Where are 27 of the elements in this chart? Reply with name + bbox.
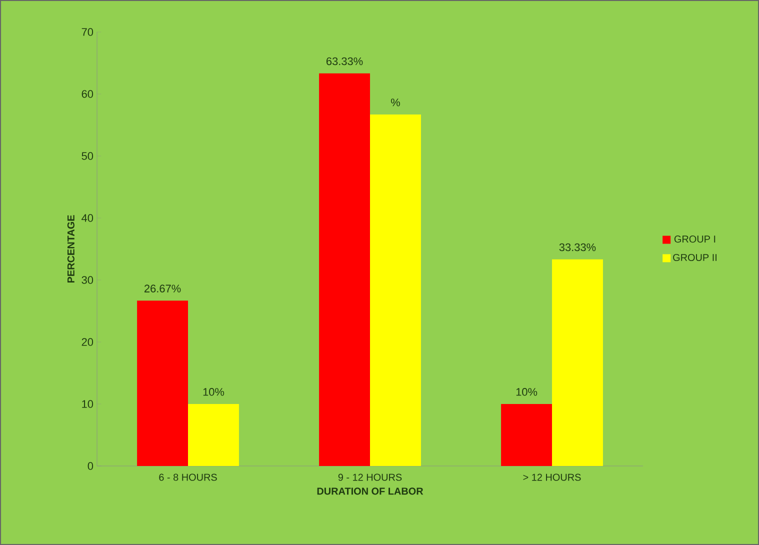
- y-tick-label: 40: [82, 214, 94, 222]
- y-tick-label: 20: [82, 338, 94, 346]
- x-tick-label: 9 - 12 HOURS: [338, 474, 402, 481]
- legend-label: GROUP I: [674, 236, 716, 243]
- data-label: 10%: [203, 388, 224, 396]
- y-tick-label: 60: [82, 90, 94, 98]
- y-axis-title: PERCENTAGE: [67, 215, 74, 283]
- bar: [137, 300, 188, 466]
- data-label: 26.67%: [144, 284, 181, 292]
- legend-label: GROUP II: [673, 254, 716, 262]
- x-tick-label: > 12 HOURS: [523, 474, 581, 481]
- data-label: %: [391, 98, 400, 106]
- y-tick-label: 0: [88, 462, 94, 470]
- x-axis-title: DURATION OF LABOR: [317, 488, 424, 495]
- data-label: 10%: [516, 388, 538, 396]
- y-tick-label: 10: [82, 400, 94, 408]
- bar: [370, 114, 421, 466]
- bar: [319, 73, 370, 466]
- y-tick-label: 70: [82, 28, 94, 36]
- bar: [501, 404, 552, 466]
- bar: [552, 259, 603, 466]
- data-label: 33.33%: [559, 243, 596, 252]
- x-tick-label: 6 - 8 HOURS: [159, 474, 217, 481]
- y-tick-label: 50: [82, 152, 94, 160]
- y-tick-label: 30: [82, 276, 94, 284]
- data-label: 63.33%: [326, 57, 363, 66]
- bar: [188, 404, 239, 466]
